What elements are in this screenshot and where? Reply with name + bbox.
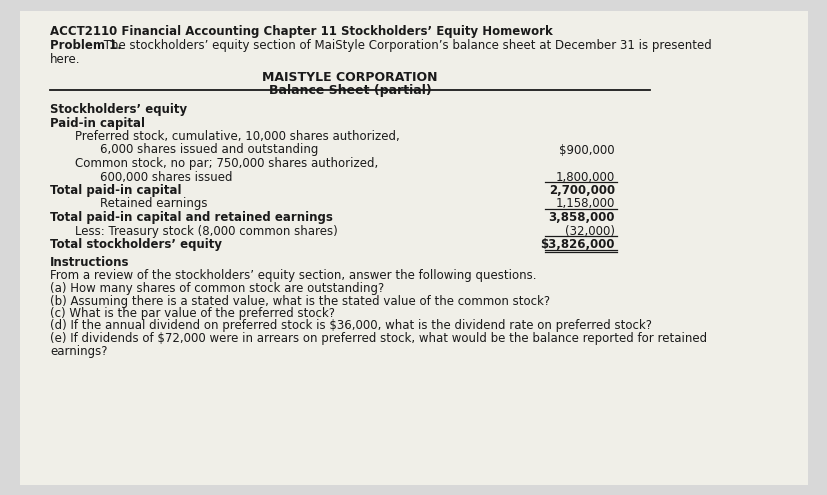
FancyBboxPatch shape [20,11,807,485]
Text: (a) How many shares of common stock are outstanding?: (a) How many shares of common stock are … [50,282,384,295]
Text: MAISTYLE CORPORATION: MAISTYLE CORPORATION [262,71,437,84]
Text: (32,000): (32,000) [564,225,614,238]
Text: Total paid-in capital and retained earnings: Total paid-in capital and retained earni… [50,211,332,224]
Text: (e) If dividends of $72,000 were in arrears on preferred stock, what would be th: (e) If dividends of $72,000 were in arre… [50,332,706,345]
Text: earnings?: earnings? [50,345,108,357]
Text: From a review of the stockholders’ equity section, answer the following question: From a review of the stockholders’ equit… [50,269,536,283]
Text: (c) What is the par value of the preferred stock?: (c) What is the par value of the preferr… [50,307,335,320]
Text: Problem 1.: Problem 1. [50,39,122,52]
Text: Stockholders’ equity: Stockholders’ equity [50,103,187,116]
Text: 3,858,000: 3,858,000 [547,211,614,224]
Text: Paid-in capital: Paid-in capital [50,116,145,130]
Text: here.: here. [50,53,80,66]
Text: ACCT2110 Financial Accounting Chapter 11 Stockholders’ Equity Homework: ACCT2110 Financial Accounting Chapter 11… [50,25,552,38]
Text: 6,000 shares issued and outstanding: 6,000 shares issued and outstanding [100,144,318,156]
Text: 600,000 shares issued: 600,000 shares issued [100,170,232,184]
Text: 1,800,000: 1,800,000 [555,170,614,184]
Text: Instructions: Instructions [50,256,129,269]
Text: 2,700,000: 2,700,000 [548,184,614,197]
Text: (b) Assuming there is a stated value, what is the stated value of the common sto: (b) Assuming there is a stated value, wh… [50,295,549,307]
Text: The stockholders’ equity section of MaiStyle Corporation’s balance sheet at Dece: The stockholders’ equity section of MaiS… [100,39,711,52]
Text: Less: Treasury stock (8,000 common shares): Less: Treasury stock (8,000 common share… [75,225,337,238]
Text: Total stockholders’ equity: Total stockholders’ equity [50,238,222,251]
Text: Balance Sheet (partial): Balance Sheet (partial) [268,84,431,97]
Text: (d) If the annual dividend on preferred stock is $36,000, what is the dividend r: (d) If the annual dividend on preferred … [50,319,651,333]
Text: Retained earnings: Retained earnings [100,198,208,210]
Text: Total paid-in capital: Total paid-in capital [50,184,181,197]
Text: $900,000: $900,000 [559,144,614,156]
Text: $3,826,000: $3,826,000 [540,238,614,251]
Text: 1,158,000: 1,158,000 [555,198,614,210]
Text: Common stock, no par; 750,000 shares authorized,: Common stock, no par; 750,000 shares aut… [75,157,378,170]
Text: Preferred stock, cumulative, 10,000 shares authorized,: Preferred stock, cumulative, 10,000 shar… [75,130,399,143]
